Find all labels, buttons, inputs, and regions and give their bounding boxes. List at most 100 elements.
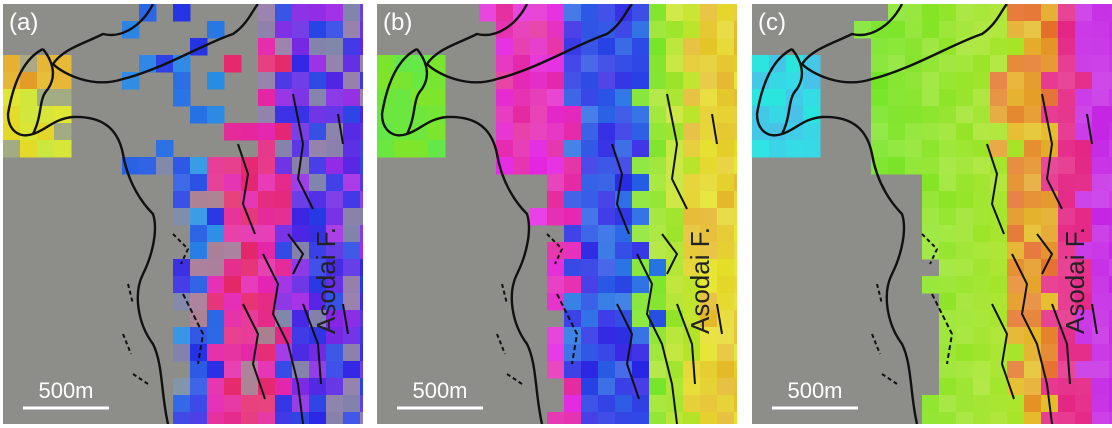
data-cell [37,140,55,158]
data-cell [717,293,735,311]
data-cell [360,344,363,362]
data-cell [683,55,701,73]
fault-label: Asodai F. [311,227,341,334]
data-cell [428,140,446,158]
data-cell [871,38,889,56]
data-cell [649,225,667,243]
data-cell [1075,123,1093,141]
data-cell [275,361,293,379]
data-cell [717,72,735,90]
data-cell [683,276,701,294]
data-cell [343,123,361,141]
data-cell [973,361,991,379]
data-cell [241,174,259,192]
data-cell [700,174,718,192]
data-cell [564,395,582,413]
data-cell [683,412,701,424]
data-cell [786,123,804,141]
data-cell [1041,89,1059,107]
data-cell [973,174,991,192]
data-cell [207,208,225,226]
data-cell [990,21,1008,39]
data-cell [309,106,327,124]
data-cell [700,38,718,56]
data-cell [479,4,497,22]
data-cell [1075,191,1093,209]
data-cell [700,310,718,328]
data-cell [598,242,616,260]
data-cell [326,123,344,141]
data-cell [956,344,974,362]
data-cell [326,174,344,192]
data-cell [1007,123,1025,141]
data-cell [1007,157,1025,175]
data-cell [939,55,957,73]
data-cell [564,140,582,158]
data-cell [360,72,363,90]
data-cell [598,89,616,107]
data-cell [275,378,293,396]
data-cell [1024,106,1042,124]
data-cell [615,38,633,56]
data-cell [547,293,565,311]
data-cell [292,276,310,294]
data-cell [632,242,650,260]
data-cell [700,327,718,345]
data-cell [1058,191,1076,209]
data-cell [666,4,684,22]
data-cell [632,174,650,192]
data-cell [496,106,514,124]
data-cell [632,395,650,413]
scale-label: 500m [787,378,842,403]
data-cell [717,123,735,141]
data-cell [956,140,974,158]
data-cell [939,259,957,277]
data-cell [922,140,940,158]
data-cell [905,89,923,107]
data-cell [939,157,957,175]
data-cell [615,225,633,243]
data-cell [734,4,737,22]
data-cell [1075,395,1093,413]
data-cell [258,123,276,141]
data-cell [973,225,991,243]
data-cell [871,106,889,124]
data-cell [292,106,310,124]
data-cell [990,157,1008,175]
data-cell [326,293,344,311]
data-cell [190,208,208,226]
data-cell [428,123,446,141]
data-cell [888,38,906,56]
data-cell [717,225,735,243]
data-cell [939,344,957,362]
data-cell [326,157,344,175]
data-cell [564,157,582,175]
data-cell [275,106,293,124]
data-cell [1007,327,1025,345]
data-cell [734,89,737,107]
data-cell [1092,21,1110,39]
data-cell [717,310,735,328]
data-cell [666,225,684,243]
data-cell [1092,4,1110,22]
data-cell [564,106,582,124]
data-cell [786,106,804,124]
data-cell [241,395,259,413]
data-cell [581,259,599,277]
data-cell [258,157,276,175]
data-cell [326,191,344,209]
data-cell [717,4,735,22]
data-cell [973,157,991,175]
data-cell [343,89,361,107]
data-cell [173,72,191,90]
data-cell [173,174,191,192]
data-cell [1109,276,1112,294]
data-cell [615,327,633,345]
data-cell [683,242,701,260]
data-cell [939,191,957,209]
data-cell [496,4,514,22]
data-cell [343,344,361,362]
data-cell [207,242,225,260]
data-cell [377,140,395,158]
data-cell [990,259,1008,277]
